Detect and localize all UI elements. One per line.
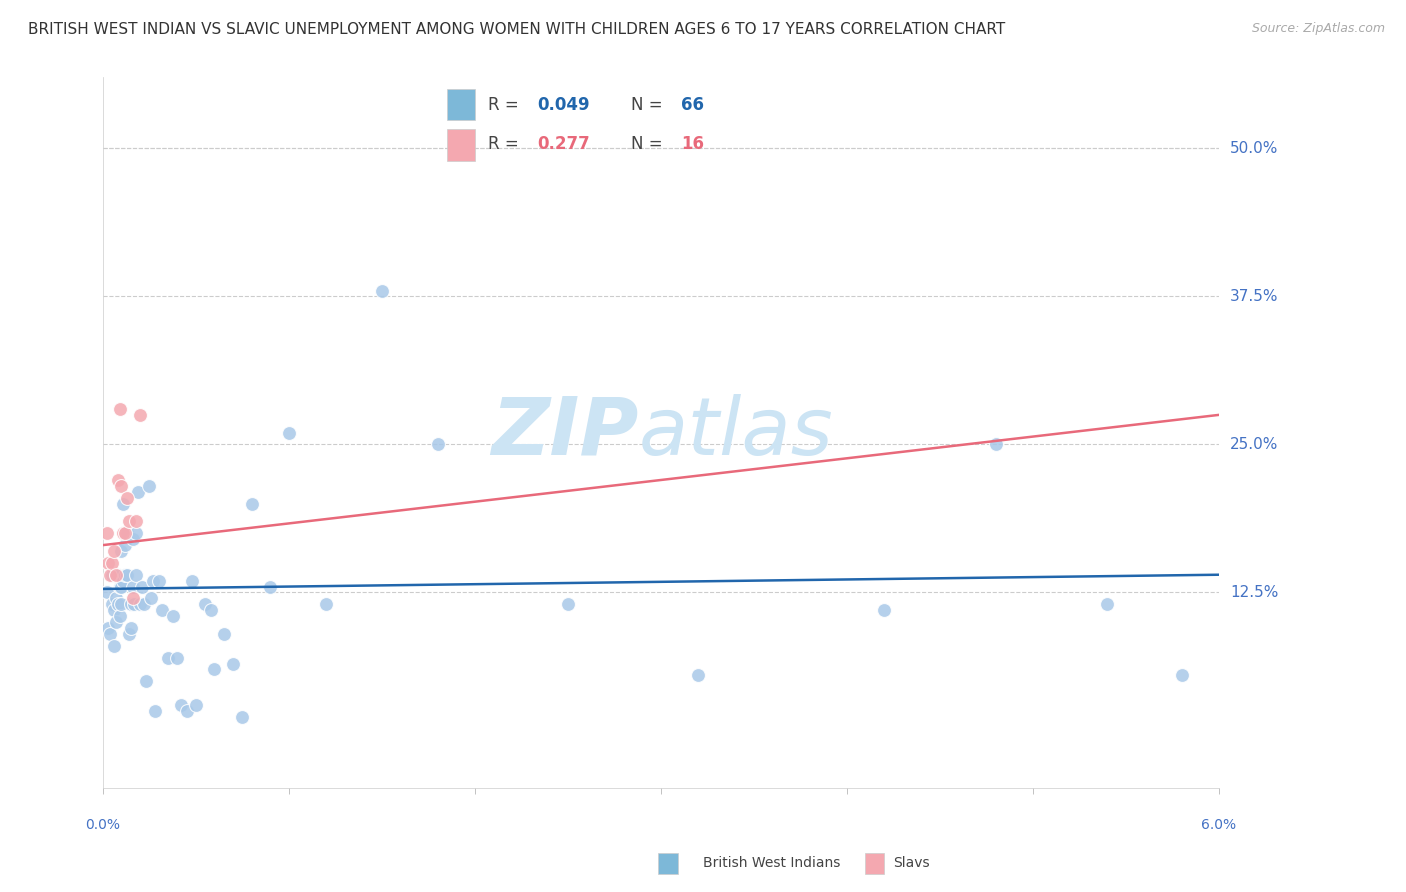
- Point: [131, 580, 153, 594]
- Point: [240, 497, 263, 511]
- Point: [96, 526, 118, 541]
- Point: [103, 544, 125, 558]
- Point: [103, 639, 125, 653]
- Point: [125, 515, 148, 529]
- Point: [426, 437, 449, 451]
- Point: [104, 591, 127, 606]
- Point: [132, 597, 155, 611]
- Point: [97, 556, 120, 570]
- Point: [873, 603, 896, 617]
- Point: [162, 609, 184, 624]
- Text: Slavs: Slavs: [893, 856, 929, 871]
- Point: [110, 544, 132, 558]
- Point: [1097, 597, 1119, 611]
- Point: [112, 497, 135, 511]
- Point: [103, 603, 125, 617]
- Point: [194, 597, 217, 611]
- Point: [118, 515, 141, 529]
- Point: [97, 621, 120, 635]
- Text: 0.0%: 0.0%: [86, 818, 121, 832]
- Point: [150, 603, 173, 617]
- Point: [101, 597, 124, 611]
- Point: [107, 597, 129, 611]
- Point: [984, 437, 1007, 451]
- Text: Source: ZipAtlas.com: Source: ZipAtlas.com: [1251, 22, 1385, 36]
- Point: [686, 668, 709, 682]
- Point: [557, 597, 579, 611]
- Point: [115, 526, 138, 541]
- Point: [184, 698, 207, 712]
- Text: 6.0%: 6.0%: [1201, 818, 1236, 832]
- Point: [135, 674, 157, 689]
- Point: [200, 603, 222, 617]
- Point: [107, 473, 129, 487]
- Point: [129, 597, 152, 611]
- Point: [114, 526, 136, 541]
- Point: [104, 615, 127, 629]
- Point: [118, 627, 141, 641]
- Point: [212, 627, 235, 641]
- Point: [277, 425, 299, 440]
- Point: [202, 662, 225, 676]
- Point: [166, 650, 188, 665]
- Point: [148, 574, 170, 588]
- Point: [112, 526, 135, 541]
- Point: [181, 574, 204, 588]
- Text: ZIP: ZIP: [491, 393, 638, 472]
- Point: [371, 284, 394, 298]
- Point: [259, 580, 281, 594]
- Point: [120, 597, 142, 611]
- Point: [231, 710, 253, 724]
- Point: [112, 574, 135, 588]
- Point: [121, 532, 143, 546]
- Point: [108, 580, 131, 594]
- Point: [114, 538, 136, 552]
- Point: [108, 609, 131, 624]
- Point: [176, 704, 198, 718]
- Point: [104, 567, 127, 582]
- Point: [1170, 668, 1192, 682]
- Point: [124, 597, 146, 611]
- Text: atlas: atlas: [638, 393, 834, 472]
- Point: [125, 526, 148, 541]
- Point: [143, 704, 166, 718]
- Point: [120, 621, 142, 635]
- Text: 25.0%: 25.0%: [1230, 437, 1278, 452]
- Text: BRITISH WEST INDIAN VS SLAVIC UNEMPLOYMENT AMONG WOMEN WITH CHILDREN AGES 6 TO 1: BRITISH WEST INDIAN VS SLAVIC UNEMPLOYME…: [28, 22, 1005, 37]
- Point: [108, 401, 131, 416]
- Point: [138, 479, 160, 493]
- Point: [170, 698, 193, 712]
- Point: [110, 580, 132, 594]
- Point: [121, 580, 143, 594]
- Text: 12.5%: 12.5%: [1230, 585, 1278, 600]
- Point: [107, 567, 129, 582]
- Point: [96, 585, 118, 599]
- Point: [222, 657, 245, 671]
- Point: [129, 408, 152, 422]
- Point: [125, 567, 148, 582]
- Point: [142, 574, 165, 588]
- Text: 37.5%: 37.5%: [1230, 289, 1278, 304]
- Point: [115, 491, 138, 505]
- Point: [115, 567, 138, 582]
- Point: [101, 556, 124, 570]
- Point: [110, 479, 132, 493]
- Point: [98, 567, 121, 582]
- Point: [114, 567, 136, 582]
- Point: [315, 597, 337, 611]
- Point: [141, 591, 163, 606]
- Point: [127, 484, 149, 499]
- Point: [101, 567, 124, 582]
- Point: [110, 597, 132, 611]
- Point: [98, 627, 121, 641]
- Text: British West Indians: British West Indians: [703, 856, 841, 871]
- Point: [156, 650, 179, 665]
- Point: [121, 591, 143, 606]
- Text: 50.0%: 50.0%: [1230, 141, 1278, 156]
